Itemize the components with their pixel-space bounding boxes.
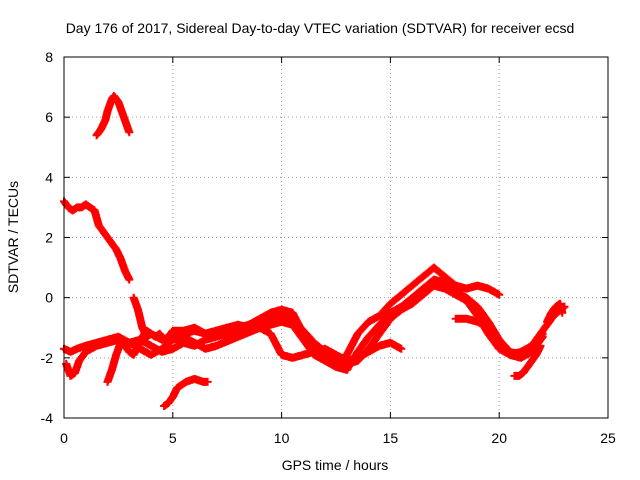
data-point-markers (543, 299, 567, 326)
x-tick-label: 20 (491, 430, 507, 446)
data-point-markers (160, 374, 212, 410)
x-tick-label: 0 (60, 430, 68, 446)
chart-title: Day 176 of 2017, Sidereal Day-to-day VTE… (66, 20, 575, 36)
data-points (60, 92, 569, 410)
data-point-markers (92, 92, 134, 140)
data-point-markers (510, 341, 545, 380)
axis-ticks: 0 5 10 15 20 25 -4 -2 0 2 4 6 8 (41, 49, 616, 446)
data-point-markers (60, 197, 134, 284)
series-arc-10 (510, 341, 545, 380)
x-axis-label: GPS time / hours (282, 457, 389, 473)
series-arc-11 (543, 299, 567, 326)
series-arc-2 (60, 197, 134, 284)
x-tick-label: 5 (169, 430, 177, 446)
y-tick-label: -4 (41, 410, 54, 426)
y-tick-label: 8 (45, 49, 53, 65)
x-tick-label: 25 (600, 430, 616, 446)
y-tick-label: 6 (45, 109, 53, 125)
y-tick-label: 2 (45, 230, 53, 246)
y-tick-label: 0 (45, 290, 53, 306)
series-arc-7 (160, 374, 212, 410)
x-tick-label: 10 (274, 430, 290, 446)
data-point-markers (255, 323, 406, 365)
x-tick-label: 15 (383, 430, 399, 446)
y-tick-label: 4 (45, 169, 53, 185)
series-arc-8 (255, 323, 406, 365)
series-arc-1 (92, 92, 134, 140)
plot-frame (63, 56, 609, 419)
y-tick-label: -2 (41, 350, 54, 366)
y-axis-label: SDTVAR / TECUs (5, 181, 21, 293)
